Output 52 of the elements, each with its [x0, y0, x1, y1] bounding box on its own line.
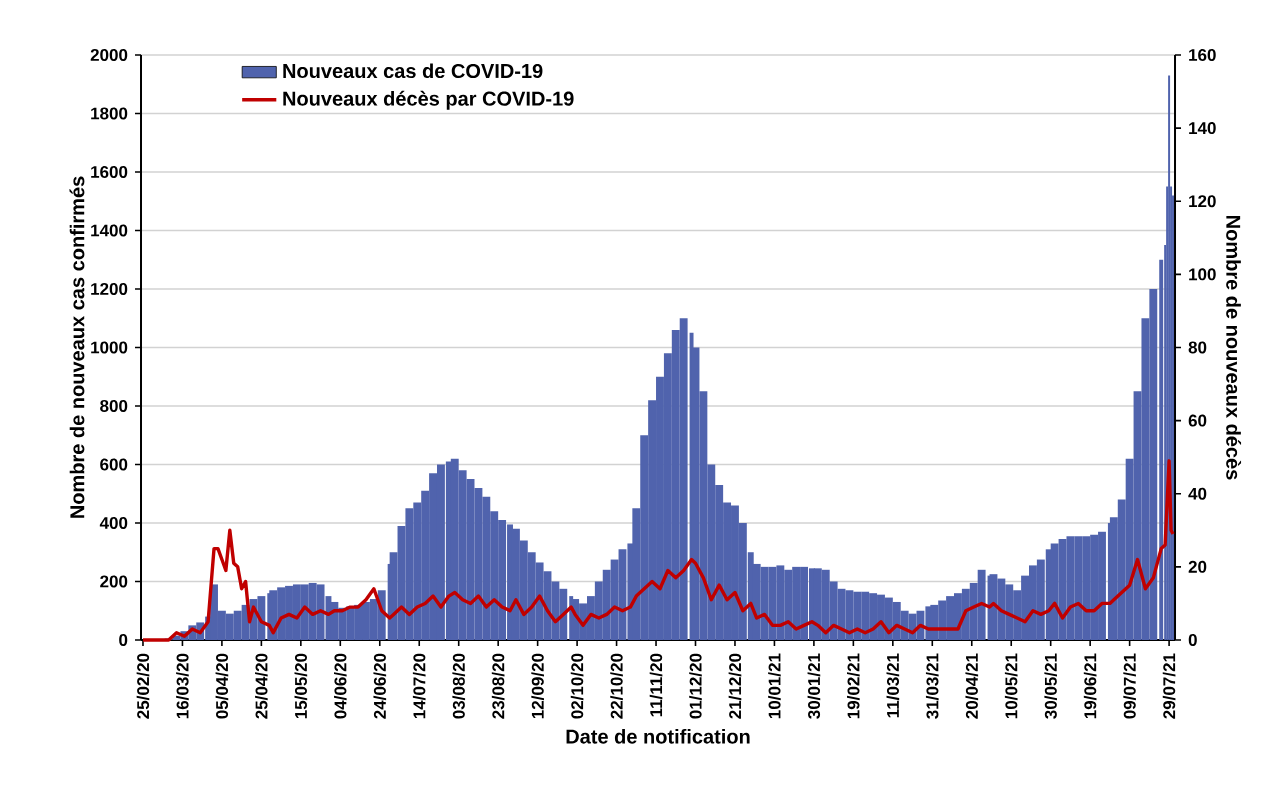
y-tick-label: 1200: [91, 282, 128, 295]
y-tick-label: 200: [100, 575, 128, 588]
x-tick-label: 19/06/21: [1083, 653, 1097, 719]
y-tick-label: 400: [99, 516, 128, 529]
x-tick-label: 24/06/20: [373, 653, 387, 719]
y-axis-title: Nombre de nouveaux cas confirmés: [69, 176, 85, 518]
x-tick-label: 01/12/20: [689, 653, 702, 719]
y2-axis-title: Nombre de nouveaux décès: [1226, 216, 1242, 480]
y2-tick-label: 160: [1189, 48, 1216, 61]
x-tick-label: 22/10/20: [610, 653, 623, 719]
x-tick-label: 12/09/20: [531, 653, 544, 719]
y2-tick-label: 120: [1189, 195, 1216, 208]
y-tick-label: 2000: [90, 48, 128, 61]
legend-label: Nouveaux cas de COVID-19: [283, 63, 543, 79]
y-tick-label: 1400: [91, 224, 128, 237]
y2-tick-label: 60: [1188, 414, 1207, 427]
x-tick-label: 31/03/21: [925, 653, 939, 719]
y2-tick-label: 100: [1189, 268, 1216, 281]
x-tick-label: 16/03/20: [176, 653, 189, 719]
y-tick-label: 1000: [91, 341, 128, 354]
y-tick-label: 1800: [91, 107, 128, 120]
y2-tick-label: 80: [1188, 341, 1207, 354]
x-tick-label: 30/05/21: [1044, 653, 1058, 719]
y2-tick-label: 0: [1188, 633, 1197, 646]
x-tick-label: 11/03/21: [886, 653, 900, 718]
x-tick-label: 23/08/20: [491, 653, 505, 719]
x-tick-label: 14/07/20: [412, 653, 426, 719]
x-tick-label: 21/12/20: [728, 653, 742, 719]
x-tick-label: 25/04/20: [255, 653, 268, 719]
x-tick-label: 03/08/20: [452, 653, 466, 719]
legend-label: Nouveaux décès par COVID-19: [283, 90, 574, 110]
y2-tick-label: 140: [1189, 122, 1216, 135]
x-tick-label: 09/07/21: [1123, 653, 1136, 719]
x-tick-label: 11/11/20: [649, 653, 663, 717]
x-tick-label: 15/05/20: [294, 653, 308, 719]
y-tick-label: 0: [119, 633, 128, 646]
x-tick-label: 02/10/20: [570, 653, 584, 719]
x-tick-label: 04/06/20: [333, 653, 347, 719]
x-tick-label: 29/07/21: [1162, 653, 1176, 719]
x-axis-title: Date de notification: [566, 728, 750, 744]
y-tick-label: 1600: [91, 165, 128, 178]
x-tick-label: 19/02/21: [847, 653, 860, 719]
x-tick-label: 20/04/21: [965, 653, 979, 719]
x-tick-label: 10/01/21: [768, 653, 781, 719]
y-tick-label: 800: [100, 399, 128, 412]
y2-tick-label: 40: [1188, 487, 1207, 500]
y2-tick-label: 20: [1188, 560, 1207, 573]
x-tick-label: 30/01/21: [807, 653, 821, 719]
x-tick-label: 10/05/21: [1004, 653, 1018, 719]
x-tick-label: 25/02/20: [136, 653, 150, 719]
x-tick-label: 05/04/20: [215, 653, 229, 719]
y-tick-label: 600: [100, 458, 128, 471]
